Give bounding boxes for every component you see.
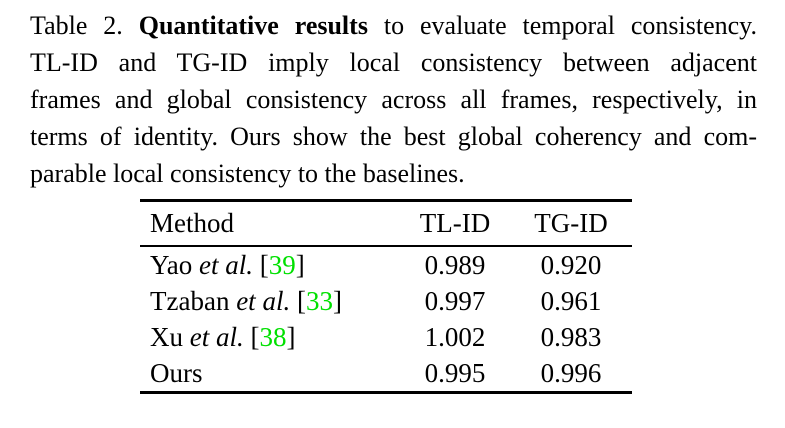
results-table: Method TL-ID TG-ID Yao et al. [39] 0.989… (140, 199, 632, 394)
method-name: Xu (150, 321, 190, 352)
tgid-value: 0.920 (540, 249, 602, 280)
citation-bracket-close: ] (286, 321, 296, 352)
method-cell: Yao et al. [39] (140, 246, 400, 283)
etal-text: et al. (189, 321, 251, 352)
caption-line-5: parable local consistency to the baselin… (30, 159, 465, 188)
table-row: Tzaban et al. [33] 0.997 0.961 (140, 283, 632, 319)
caption-line-3: frames and global consistency across all… (30, 85, 757, 114)
header-method: Method (140, 200, 400, 247)
citation-bracket-open: [ (296, 285, 306, 316)
table-caption: Table 2. Quantitative results to evaluat… (30, 7, 757, 192)
method-cell: Ours (140, 355, 400, 393)
header-tlid: TL-ID (400, 200, 510, 247)
caption-line-2: TL-ID and TG-ID imply local consistency … (30, 48, 757, 77)
caption-line-4: terms of identity. Ours show the best gl… (30, 122, 757, 151)
caption-table-number: Table 2. (30, 11, 139, 40)
tgid-value: 0.996 (540, 357, 602, 388)
citation-ref[interactable]: 39 (268, 249, 296, 280)
citation-bracket-open: [ (250, 321, 260, 352)
method-name: Tzaban (150, 285, 237, 316)
caption-bold-title: Quantitative results (138, 11, 368, 40)
tlid-value: 0.997 (424, 285, 486, 316)
citation-bracket-close: ] (332, 285, 342, 316)
table-row: Xu et al. [38] 1.002 0.983 (140, 319, 632, 355)
tgid-value: 0.983 (540, 321, 602, 352)
tgid-value: 0.961 (540, 285, 602, 316)
table-row-ours: Ours 0.995 0.996 (140, 355, 632, 393)
citation-bracket-close: ] (295, 249, 305, 280)
caption-line-1-rest: to evaluate temporal consistency. (367, 11, 757, 40)
method-cell: Tzaban et al. [33] (140, 283, 400, 319)
citation-ref[interactable]: 38 (259, 321, 287, 352)
citation-ref[interactable]: 33 (305, 285, 333, 316)
tlid-value: 0.995 (424, 357, 486, 388)
tlid-value: 0.989 (424, 249, 486, 280)
method-cell: Xu et al. [38] (140, 319, 400, 355)
header-tgid: TG-ID (510, 200, 632, 247)
citation-bracket-open: [ (259, 249, 269, 280)
caption-line-1: Table 2. Quantitative results to evaluat… (30, 7, 757, 44)
method-name: Yao (150, 249, 200, 280)
table-row: Yao et al. [39] 0.989 0.920 (140, 246, 632, 283)
tlid-value: 1.002 (424, 321, 486, 352)
table-header-row: Method TL-ID TG-ID (140, 200, 632, 247)
method-name: Ours (150, 357, 203, 388)
etal-text: et al. (236, 285, 297, 316)
etal-text: et al. (199, 249, 260, 280)
